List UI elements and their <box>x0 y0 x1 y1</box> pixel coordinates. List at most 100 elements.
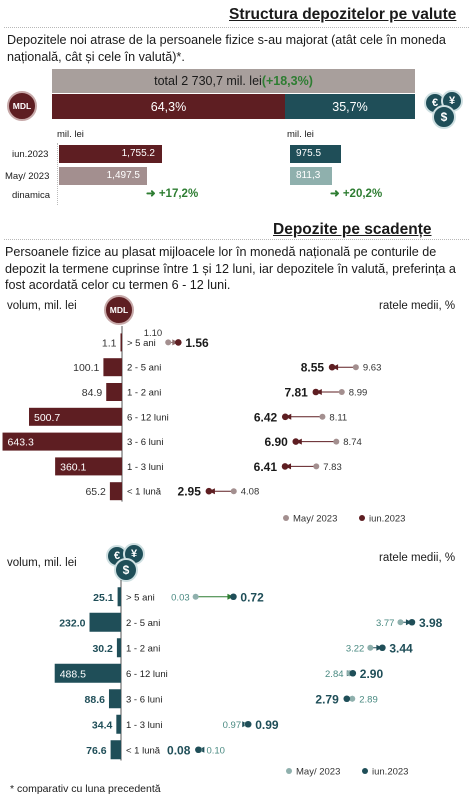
rate-label-may: 8.99 <box>349 388 368 399</box>
legend-marker-jun <box>362 768 368 774</box>
fx-may-bar: 811,3 <box>290 167 332 185</box>
fx-dynamic: ➜ +20,2% <box>330 188 383 200</box>
rate-point-jun <box>349 669 357 677</box>
category-label: > 5 ani <box>126 592 155 603</box>
rate-label-jun: 3.98 <box>419 616 443 630</box>
unit-right: mil. lei <box>287 129 314 140</box>
fx-maturity-chart: > 5 ani 25.1 0.03 0.72 2 - 5 ani 232.0 3.77 3.9… <box>54 580 443 778</box>
rate-point-may <box>367 644 374 651</box>
rate-label-jun: 2.79 <box>315 692 339 706</box>
volume-label: 65.2 <box>85 486 106 498</box>
volume-label: 1.1 <box>102 337 117 349</box>
volume-label: 488.5 <box>60 668 86 680</box>
rate-label-may: 3.77 <box>376 618 395 629</box>
divider <box>4 239 469 240</box>
section2-title: Depozite pe scadențe <box>273 221 432 238</box>
rate-label-jun: 2.95 <box>178 485 202 499</box>
category-label: > 5 ani <box>127 338 156 349</box>
volume-label: 25.1 <box>93 592 114 604</box>
section1-intro: Depozitele noi atrase de la persoanele f… <box>7 33 446 64</box>
category-label: 1 - 3 luni <box>126 720 162 731</box>
volume-label: 34.4 <box>92 719 113 731</box>
category-label: 2 - 5 ani <box>126 618 160 629</box>
rate-point-may <box>338 389 345 395</box>
mdl-may-bar: 1,497.5 <box>59 167 147 185</box>
volume-bar <box>109 482 122 501</box>
unit-left: mil. lei <box>57 129 84 140</box>
rate-label-may: 4.08 <box>241 487 260 498</box>
volume-label: 30.2 <box>92 643 113 655</box>
rate-label-may: 2.89 <box>359 694 378 705</box>
rate-label-jun: 0.99 <box>255 718 279 732</box>
rate-point-jun <box>408 618 416 626</box>
rate-point-jun <box>281 413 289 421</box>
volume-label: 84.9 <box>82 387 103 399</box>
rate-label-may: 7.83 <box>323 462 342 473</box>
legend-marker-jun <box>359 515 365 521</box>
category-label: 2 - 5 ani <box>127 363 161 374</box>
rate-point-may <box>230 488 237 495</box>
mdl-currency-icon: MDL <box>104 295 134 325</box>
volume-label: 360.1 <box>60 461 86 473</box>
rate-label-jun: 0.08 <box>167 743 191 757</box>
volume-label: 232.0 <box>59 617 85 629</box>
rate-label-may: 0.03 <box>171 592 190 603</box>
rate-label-may: 0.10 <box>206 745 225 756</box>
mdl-jun-bar: 1,755.2 <box>59 145 162 163</box>
rate-label-jun: 0.72 <box>240 590 264 604</box>
volume-bar <box>120 333 122 352</box>
rate-label-may: 8.74 <box>343 437 362 448</box>
volume-bar <box>54 663 122 683</box>
rate-point-jun <box>292 438 300 445</box>
legend-marker-may <box>286 768 292 774</box>
rate-point-may <box>352 364 359 371</box>
volume-bar <box>103 358 122 377</box>
volume-bar <box>106 383 122 401</box>
rate-label-may: 9.63 <box>363 363 382 374</box>
legend-marker-may <box>283 515 289 521</box>
volume-bar <box>116 714 121 734</box>
section2-intro: Persoanele fizice au plasat mijloacele l… <box>5 245 456 292</box>
fx-rate-label: ratele medii, % <box>379 552 456 564</box>
rate-label-may: 2.84 <box>325 669 344 680</box>
legend-label-may: May/ 2023 <box>293 514 337 525</box>
fx-jun-bar: 975.5 <box>290 145 341 163</box>
mdl-volume-label: volum, mil. lei <box>7 300 77 312</box>
rate-label-jun: 8.55 <box>301 361 325 375</box>
volume-label: 643.3 <box>8 437 34 449</box>
category-label: < 1 lună <box>126 745 161 756</box>
total-value: total 2 730,7 mil. lei <box>154 74 262 88</box>
rate-label-jun: 2.90 <box>360 667 384 681</box>
rate-point-may <box>319 413 326 420</box>
rate-point-may <box>165 339 172 346</box>
total-bar <box>52 69 415 93</box>
mdl-rate-label: ratele medii, % <box>379 300 456 312</box>
fx-share-bar: 35,7% <box>285 94 415 119</box>
volume-bar <box>108 689 121 709</box>
rate-label-jun: 1.56 <box>185 336 209 350</box>
volume-bar <box>55 457 123 476</box>
rate-point-jun <box>230 593 237 601</box>
rate-point-may <box>333 438 340 445</box>
mdl-dynamic: ➜ +17,2% <box>146 188 199 200</box>
volume-bar <box>110 740 121 760</box>
row-label-dynamic: dinamica <box>12 190 51 201</box>
category-label: 6 - 12 luni <box>126 669 168 680</box>
legend-label-jun: iun.2023 <box>369 514 405 525</box>
rate-point-jun <box>175 339 182 346</box>
rate-point-may <box>313 463 320 470</box>
mdl-share-bar: 64,3% <box>52 94 285 119</box>
footnote: * comparativ cu luna precedentă <box>10 783 161 795</box>
foreign-currency-icon: € ¥ $ <box>106 543 146 583</box>
legend-label-may: May/ 2023 <box>296 767 340 778</box>
foreign-currency-icon: € ¥ $ <box>424 90 464 130</box>
category-label: 6 - 12 luni <box>127 412 169 423</box>
category-label: < 1 lună <box>127 487 162 498</box>
rate-point-may <box>192 593 199 600</box>
total-change: (+18,3%) <box>261 74 313 88</box>
category-label: 1 - 2 ani <box>126 643 160 654</box>
category-label: 1 - 2 ani <box>127 388 161 399</box>
category-label: 3 - 6 luni <box>126 694 162 705</box>
rate-point-jun <box>195 746 202 754</box>
rate-point-jun <box>343 695 351 703</box>
